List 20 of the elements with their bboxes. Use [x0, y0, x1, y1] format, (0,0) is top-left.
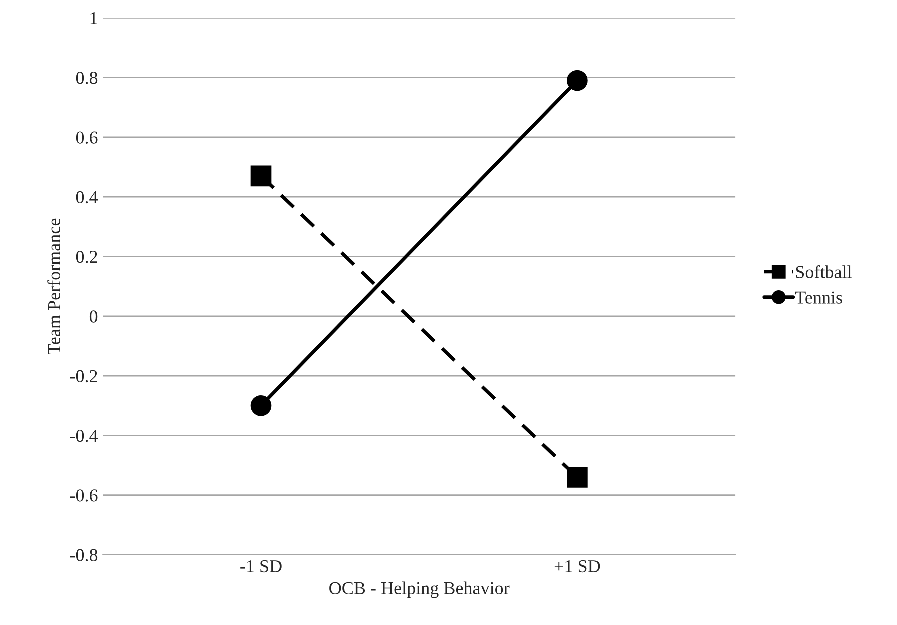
point [250, 166, 272, 187]
point [567, 70, 588, 92]
y-tick-label: 0.8 [76, 72, 98, 84]
x-axis-title: OCB - Helping Behavior [330, 582, 510, 598]
y-tick-label: 1 [90, 12, 98, 24]
y-tick-label: -0.6 [70, 490, 98, 502]
y-tick-label: -0.2 [70, 370, 98, 383]
y-tick-label: 0.6 [76, 132, 98, 144]
y-tick-label: 0 [90, 310, 98, 323]
y-tick-label: 0.4 [76, 191, 98, 204]
y-tick-label: 0.2 [76, 250, 98, 264]
legend-label: Softball [796, 265, 852, 278]
legend-label: Tennis [795, 292, 842, 304]
point [567, 467, 588, 488]
y-tick-label: -0.4 [70, 430, 98, 442]
x-tick-label: -1 SD [240, 560, 282, 573]
y-tick-label: -0.8 [70, 549, 98, 562]
y-axis-title: Team Performance [48, 218, 60, 355]
x-tick-label: +1 SD [554, 560, 600, 573]
point [250, 395, 272, 416]
